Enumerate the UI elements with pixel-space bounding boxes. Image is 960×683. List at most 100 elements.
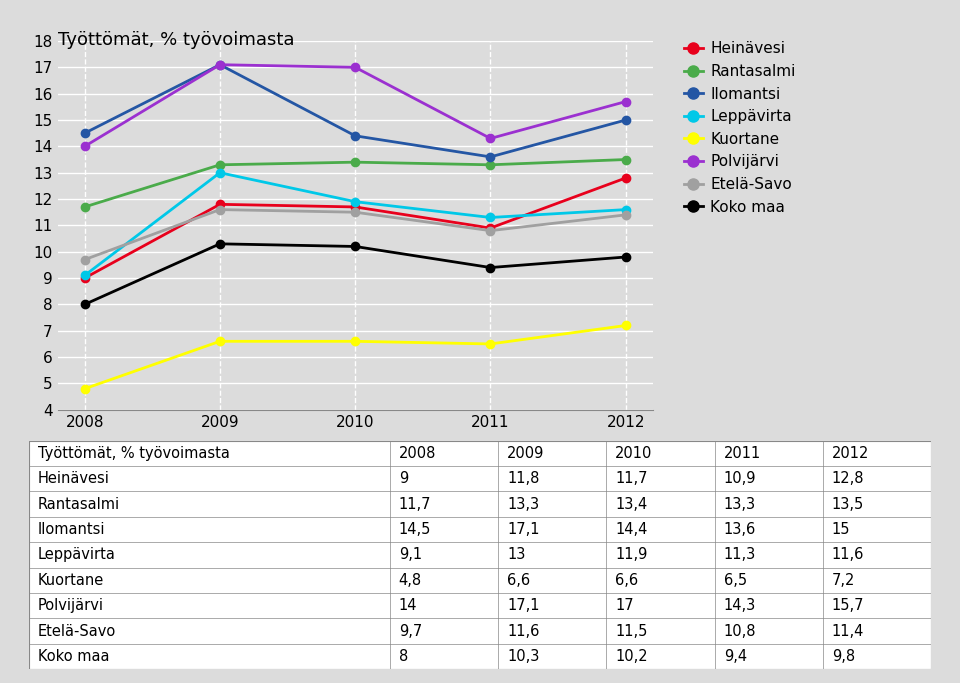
Text: 4,8: 4,8	[398, 573, 421, 588]
Leppävirta	[485, 213, 496, 221]
Rantasalmi	[485, 161, 496, 169]
Text: Työttömät, % työvoimasta: Työttömät, % työvoimasta	[58, 31, 294, 48]
Text: 2010: 2010	[615, 446, 653, 461]
Leppävirta	[620, 206, 632, 214]
Text: Etelä-Savo: Etelä-Savo	[37, 624, 116, 639]
Polvijärvi	[349, 64, 361, 72]
Text: 2011: 2011	[724, 446, 761, 461]
Line: Ilomantsi: Ilomantsi	[81, 61, 630, 161]
Text: 11,6: 11,6	[832, 548, 864, 562]
Text: 17,1: 17,1	[507, 598, 540, 613]
Line: Koko maa: Koko maa	[81, 240, 630, 309]
Line: Polvijärvi: Polvijärvi	[81, 61, 630, 150]
Leppävirta	[79, 271, 90, 279]
Text: 6,5: 6,5	[724, 573, 747, 588]
FancyBboxPatch shape	[29, 441, 931, 669]
Text: 15: 15	[832, 522, 851, 537]
Text: 9,4: 9,4	[724, 649, 747, 664]
Text: Rantasalmi: Rantasalmi	[37, 497, 120, 512]
Polvijärvi	[485, 135, 496, 143]
Text: 12,8: 12,8	[832, 471, 864, 486]
Text: Leppävirta: Leppävirta	[37, 548, 116, 562]
Kuortane	[485, 340, 496, 348]
Rantasalmi	[349, 158, 361, 166]
Koko maa	[620, 253, 632, 261]
Leppävirta	[349, 197, 361, 206]
Legend: Heinävesi, Rantasalmi, Ilomantsi, Leppävirta, Kuortane, Polvijärvi, Etelä-Savo, : Heinävesi, Rantasalmi, Ilomantsi, Leppäv…	[684, 41, 796, 214]
Text: Polvijärvi: Polvijärvi	[37, 598, 104, 613]
Text: 17,1: 17,1	[507, 522, 540, 537]
Etelä-Savo	[214, 206, 226, 214]
Koko maa	[214, 240, 226, 248]
Text: 9,1: 9,1	[398, 548, 421, 562]
Text: 13,3: 13,3	[724, 497, 756, 512]
Text: 14,5: 14,5	[398, 522, 431, 537]
Kuortane	[214, 337, 226, 346]
Text: 11,3: 11,3	[724, 548, 756, 562]
Text: Ilomantsi: Ilomantsi	[37, 522, 106, 537]
Ilomantsi	[349, 132, 361, 140]
Text: 6,6: 6,6	[615, 573, 638, 588]
Text: 6,6: 6,6	[507, 573, 530, 588]
Polvijärvi	[214, 61, 226, 69]
Text: 10,9: 10,9	[724, 471, 756, 486]
Text: 11,6: 11,6	[507, 624, 540, 639]
Ilomantsi	[485, 153, 496, 161]
Koko maa	[485, 264, 496, 272]
Kuortane	[79, 385, 90, 393]
Etelä-Savo	[349, 208, 361, 217]
Text: 9,8: 9,8	[832, 649, 855, 664]
Text: 13: 13	[507, 548, 525, 562]
Polvijärvi	[620, 98, 632, 106]
Text: 14,3: 14,3	[724, 598, 756, 613]
Etelä-Savo	[620, 211, 632, 219]
Heinävesi	[214, 200, 226, 208]
Text: 17: 17	[615, 598, 634, 613]
Heinävesi	[485, 224, 496, 232]
Line: Rantasalmi: Rantasalmi	[81, 155, 630, 211]
Etelä-Savo	[79, 255, 90, 264]
Rantasalmi	[214, 161, 226, 169]
Koko maa	[79, 301, 90, 309]
Rantasalmi	[79, 203, 90, 211]
Ilomantsi	[79, 129, 90, 137]
Text: 14,4: 14,4	[615, 522, 648, 537]
Heinävesi	[349, 203, 361, 211]
Leppävirta	[214, 169, 226, 177]
Text: 8: 8	[398, 649, 408, 664]
Text: 13,4: 13,4	[615, 497, 648, 512]
Kuortane	[620, 322, 632, 330]
Text: 7,2: 7,2	[832, 573, 855, 588]
Heinävesi	[79, 274, 90, 282]
Text: 11,8: 11,8	[507, 471, 540, 486]
Text: 10,2: 10,2	[615, 649, 648, 664]
Ilomantsi	[620, 116, 632, 124]
Line: Heinävesi: Heinävesi	[81, 173, 630, 282]
Text: 10,8: 10,8	[724, 624, 756, 639]
Etelä-Savo	[485, 227, 496, 235]
Text: 2008: 2008	[398, 446, 436, 461]
Polvijärvi	[79, 142, 90, 150]
Text: 2012: 2012	[832, 446, 870, 461]
Text: 11,7: 11,7	[615, 471, 648, 486]
Heinävesi	[620, 174, 632, 182]
Text: 14: 14	[398, 598, 418, 613]
Koko maa	[349, 242, 361, 251]
Text: 10,3: 10,3	[507, 649, 540, 664]
Kuortane	[349, 337, 361, 346]
Text: 9,7: 9,7	[398, 624, 422, 639]
Text: 11,7: 11,7	[398, 497, 431, 512]
Text: 11,5: 11,5	[615, 624, 648, 639]
Text: Kuortane: Kuortane	[37, 573, 104, 588]
Text: 13,6: 13,6	[724, 522, 756, 537]
Text: 11,9: 11,9	[615, 548, 648, 562]
Rantasalmi	[620, 156, 632, 164]
Line: Leppävirta: Leppävirta	[81, 169, 630, 279]
Ilomantsi	[214, 61, 226, 69]
Text: 2009: 2009	[507, 446, 544, 461]
Text: Työttömät, % työvoimasta: Työttömät, % työvoimasta	[37, 446, 229, 461]
Text: Heinävesi: Heinävesi	[37, 471, 109, 486]
Line: Etelä-Savo: Etelä-Savo	[81, 206, 630, 264]
Text: 11,4: 11,4	[832, 624, 864, 639]
Text: 9: 9	[398, 471, 408, 486]
